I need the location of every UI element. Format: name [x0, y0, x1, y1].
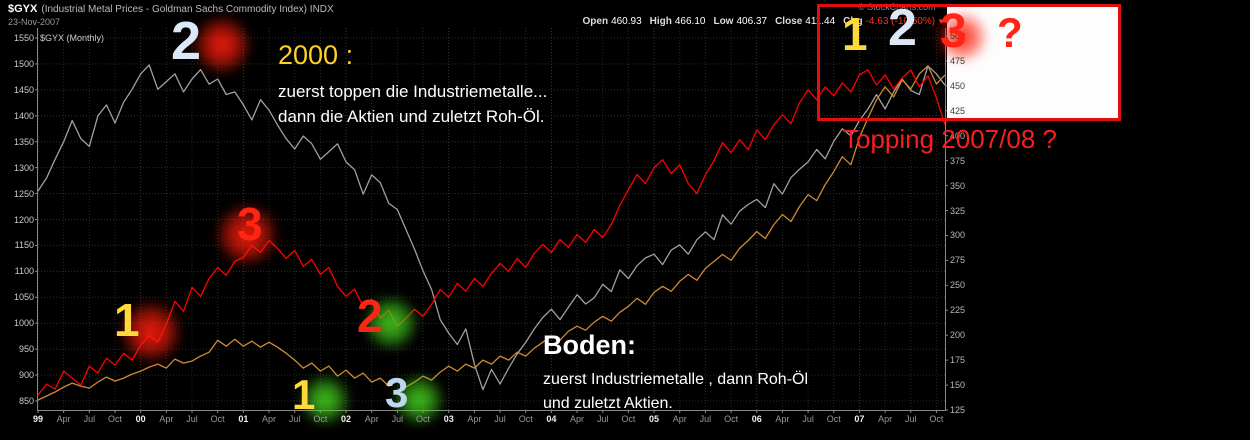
quote-value-close: 411.44 [805, 16, 836, 27]
quote-value-chg: -4.63 (-10.50%) [865, 16, 936, 27]
quote-label-close: Close [775, 16, 803, 27]
quote-label-low: Low [713, 16, 734, 27]
ticker-symbol: $GYX [8, 3, 38, 15]
note-boden-heading: Boden: [543, 330, 636, 360]
series-line-right-cc8a33 [37, 65, 946, 401]
ohlc-quote-bar: Open 460.93 High 466.10 Low 406.37 Close 411.44… [575, 16, 946, 27]
chart-date: 23-Nov-2007 [8, 17, 61, 27]
quote-label-open: Open [582, 16, 609, 27]
quote-value-open: 460.93 [611, 16, 642, 27]
chart-title-line: $GYX (Industrial Metal Prices - Goldman S… [8, 3, 334, 15]
topping-annotation-frame [817, 4, 1121, 121]
note-boden-line1: zuerst Industriemetalle , dann Roh-Öl [543, 371, 809, 388]
note-2000-line1: zuerst toppen die Industriemetalle... [278, 82, 548, 101]
note-topping-2007: Topping 2007/08 ? [843, 124, 1057, 154]
series-line-right-ff0000 [37, 69, 946, 396]
ticker-description: (Industrial Metal Prices - Goldman Sachs… [41, 4, 334, 15]
quote-value-high: 466.10 [674, 16, 706, 27]
quote-label-high: High [649, 16, 672, 27]
note-2000-line2: dann die Aktien und zuletzt Roh-Öl. [278, 107, 545, 126]
stockcharts-copyright: © StockCharts.com [858, 2, 936, 12]
chart-period-label: $GYX (Monthly) [40, 33, 105, 43]
note-boden-line2: und zuletzt Aktien. [543, 395, 673, 412]
quote-value-low: 406.37 [736, 16, 768, 27]
note-2000-heading: 2000 : [278, 40, 354, 70]
note-2000-top: 2000 : zuerst toppen die Industriemetall… [278, 40, 547, 129]
note-boden-bottom: Boden: zuerst Industriemetalle , dann Ro… [543, 330, 808, 416]
quote-label-chg: Chg [843, 16, 863, 27]
series-line-left-a0a0a0 [37, 64, 946, 391]
